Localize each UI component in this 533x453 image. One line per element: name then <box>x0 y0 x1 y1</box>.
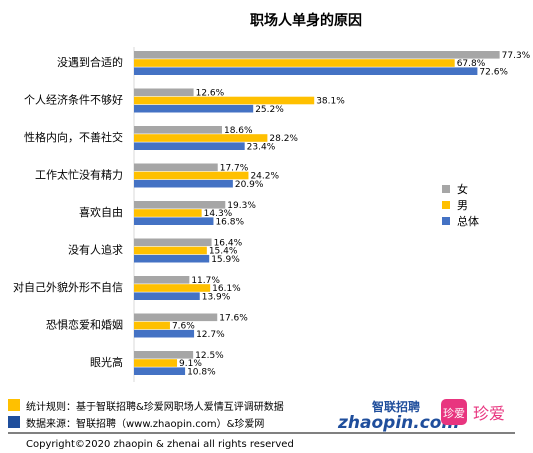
data-label: 23.4% <box>247 142 276 152</box>
data-label: 18.6% <box>224 126 253 136</box>
data-label: 17.7% <box>220 164 249 174</box>
data-label: 16.8% <box>215 217 244 227</box>
zhenai-logo-text: 珍爱 <box>473 404 505 423</box>
zhaopin-logo: 智联招聘 zhaopin.com <box>337 399 459 433</box>
bar-总体 <box>134 329 195 338</box>
bar-女 <box>134 276 190 284</box>
category-label: 工作太忙没有精力 <box>35 168 123 182</box>
category-label: 没有人追求 <box>68 243 123 257</box>
zhaopin-logo-cn: 智联招聘 <box>371 399 420 414</box>
data-label: 15.9% <box>211 255 240 265</box>
data-label: 28.2% <box>269 134 298 144</box>
bar-男 <box>134 209 202 217</box>
bar-总体 <box>134 142 245 150</box>
legend-swatch <box>442 217 450 225</box>
legend-label: 女 <box>457 182 468 196</box>
zhenai-badge <box>441 399 467 425</box>
bar-总体 <box>134 292 200 300</box>
category-label: 对自己外貌外形不自信 <box>13 280 123 294</box>
bar-总体 <box>134 104 254 113</box>
bar-男 <box>134 171 249 180</box>
data-label: 20.9% <box>235 180 264 190</box>
bar-总体 <box>134 67 478 75</box>
category-label: 喜欢自由 <box>79 205 123 219</box>
data-label: 11.7% <box>191 276 220 286</box>
bar-女 <box>134 126 222 134</box>
legend-swatch <box>442 201 450 209</box>
data-label: 16.1% <box>212 284 241 294</box>
data-label: 77.3% <box>502 51 531 61</box>
data-label: 72.6% <box>479 67 508 77</box>
category-label: 性格内向，不善社交 <box>24 130 123 144</box>
bar-女 <box>134 313 218 322</box>
bar-男 <box>134 359 178 367</box>
data-label: 25.2% <box>255 105 284 115</box>
data-label: 9.1% <box>179 359 202 369</box>
data-label: 12.5% <box>195 351 224 361</box>
data-label: 13.9% <box>202 292 231 302</box>
data-label: 17.6% <box>219 314 248 324</box>
legend-label: 男 <box>457 199 468 212</box>
stat-note-marker <box>8 399 20 411</box>
data-label: 14.3% <box>204 209 233 219</box>
data-label: 67.8% <box>457 59 486 69</box>
bar-总体 <box>134 179 233 188</box>
category-label: 眼光高 <box>90 355 123 369</box>
category-label: 没遇到合适的 <box>57 55 123 69</box>
data-source-marker <box>8 416 20 428</box>
legend-label: 总体 <box>457 214 479 228</box>
bar-男 <box>134 246 207 255</box>
data-label: 10.8% <box>187 367 216 377</box>
bar-总体 <box>134 217 214 225</box>
bar-女 <box>134 238 212 247</box>
copyright: Copyright©2020 zhaopin & zhenai all righ… <box>26 439 294 450</box>
stat-note: 统计规则：基于智联招聘&珍爱网职场人爱情互评调研数据 <box>26 400 284 413</box>
data-source: 数据来源：智联招聘（www.zhaopin.com）&珍爱网 <box>26 417 264 430</box>
data-label: 38.1% <box>316 97 345 107</box>
bar-女 <box>134 51 500 59</box>
data-label: 19.3% <box>227 201 256 211</box>
data-label: 12.7% <box>196 330 225 340</box>
data-label: 12.6% <box>196 89 225 99</box>
chart-title: 职场人单身的原因 <box>250 12 362 29</box>
bar-男 <box>134 284 211 292</box>
bar-男 <box>134 134 268 142</box>
data-label: 16.4% <box>214 239 243 249</box>
bar-女 <box>134 88 194 97</box>
category-label: 个人经济条件不够好 <box>24 93 123 107</box>
category-label: 恐惧恋爱和婚姻 <box>46 318 123 332</box>
legend-swatch <box>442 185 450 193</box>
data-label: 7.6% <box>172 322 195 332</box>
bar-男 <box>134 321 170 330</box>
bar-男 <box>134 59 455 67</box>
zhenai-badge-text: 珍爱 <box>443 407 465 420</box>
bar-总体 <box>134 254 210 263</box>
bar-女 <box>134 163 218 172</box>
data-label: 15.4% <box>209 247 238 257</box>
data-label: 24.2% <box>250 172 279 182</box>
bar-女 <box>134 351 194 359</box>
bar-总体 <box>134 367 186 375</box>
bar-女 <box>134 201 226 209</box>
bar-男 <box>134 96 315 105</box>
zhaopin-logo-en: zhaopin.com <box>337 413 459 433</box>
